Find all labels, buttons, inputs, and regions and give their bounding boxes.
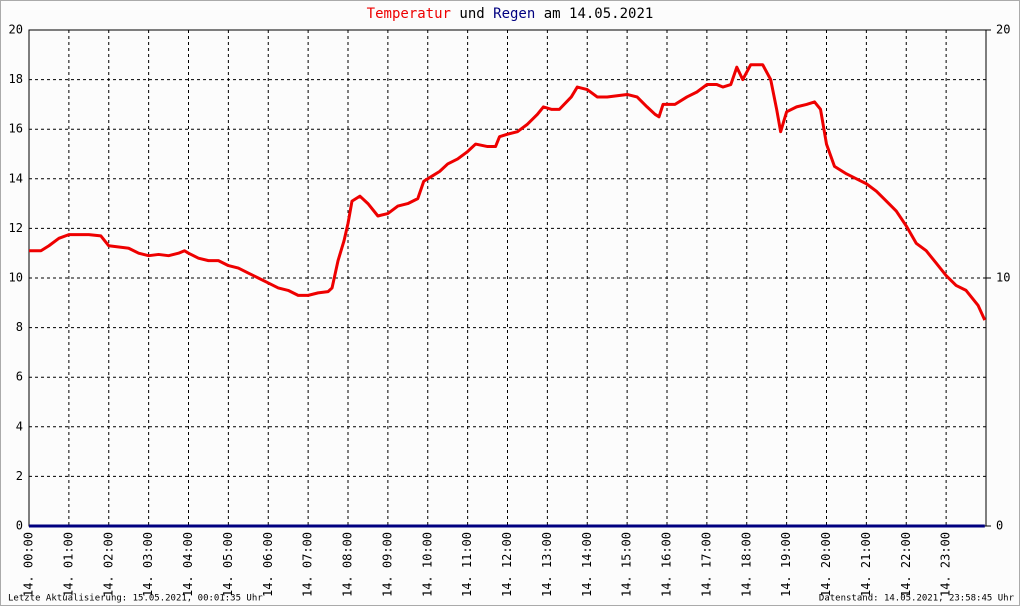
y-tick-label: 6 [16, 370, 23, 384]
x-tick-label: 14. 04:00 [181, 532, 195, 597]
x-tick-label: 14. 10:00 [420, 532, 434, 597]
title-temp: Temperatur [367, 6, 451, 22]
x-tick-label: 14. 19:00 [779, 532, 793, 597]
x-tick-label: 14. 02:00 [101, 532, 115, 597]
y-tick-label: 14 [9, 171, 23, 185]
x-tick-label: 14. 13:00 [540, 532, 554, 597]
title-joiner: und [459, 6, 484, 22]
y-tick-label: 4 [16, 419, 23, 433]
x-tick-label: 14. 11:00 [460, 532, 474, 597]
y-tick-label: 18 [9, 72, 23, 86]
x-tick-label: 14. 05:00 [221, 532, 235, 597]
y-tick-label: 16 [9, 122, 23, 136]
x-tick-label: 14. 03:00 [141, 532, 155, 597]
y-tick-label: 2 [16, 469, 23, 483]
x-tick-label: 14. 21:00 [859, 532, 873, 597]
x-tick-label: 14. 01:00 [61, 532, 75, 597]
x-tick-label: 14. 00:00 [22, 532, 36, 597]
x-tick-label: 14. 14:00 [580, 532, 594, 597]
x-tick-label: 14. 15:00 [620, 532, 634, 597]
y-tick-label: 12 [9, 221, 23, 235]
footer-right: Datenstand: 14.05.2021, 23:58:45 Uhr [819, 594, 1015, 604]
x-tick-label: 14. 20:00 [819, 532, 833, 597]
x-tick-label: 14. 09:00 [380, 532, 394, 597]
x-tick-label: 14. 07:00 [301, 532, 315, 597]
y-tick-label: 8 [16, 320, 23, 334]
x-tick-label: 14. 17:00 [699, 532, 713, 597]
y2-tick-label: 20 [996, 23, 1010, 37]
x-tick-label: 14. 16:00 [660, 532, 674, 597]
y-tick-label: 0 [16, 519, 23, 533]
footer-left: Letzte Aktualisierung: 15.05.2021, 00:01… [8, 594, 263, 604]
x-tick-label: 14. 18:00 [739, 532, 753, 597]
y2-tick-label: 10 [996, 271, 1010, 285]
x-tick-label: 14. 23:00 [939, 532, 953, 597]
chart-title: Temperatur und Regen am 14.05.2021 [367, 6, 654, 22]
y-tick-label: 20 [9, 23, 23, 37]
x-tick-label: 14. 22:00 [899, 532, 913, 597]
x-tick-label: 14. 12:00 [500, 532, 514, 597]
x-tick-label: 14. 08:00 [341, 532, 355, 597]
title-date: am 14.05.2021 [544, 6, 654, 22]
y2-tick-label: 0 [996, 519, 1003, 533]
x-tick-label: 14. 06:00 [261, 532, 275, 597]
series-line [29, 63, 987, 321]
y-tick-label: 10 [9, 271, 23, 285]
title-rain: Regen [493, 6, 535, 22]
